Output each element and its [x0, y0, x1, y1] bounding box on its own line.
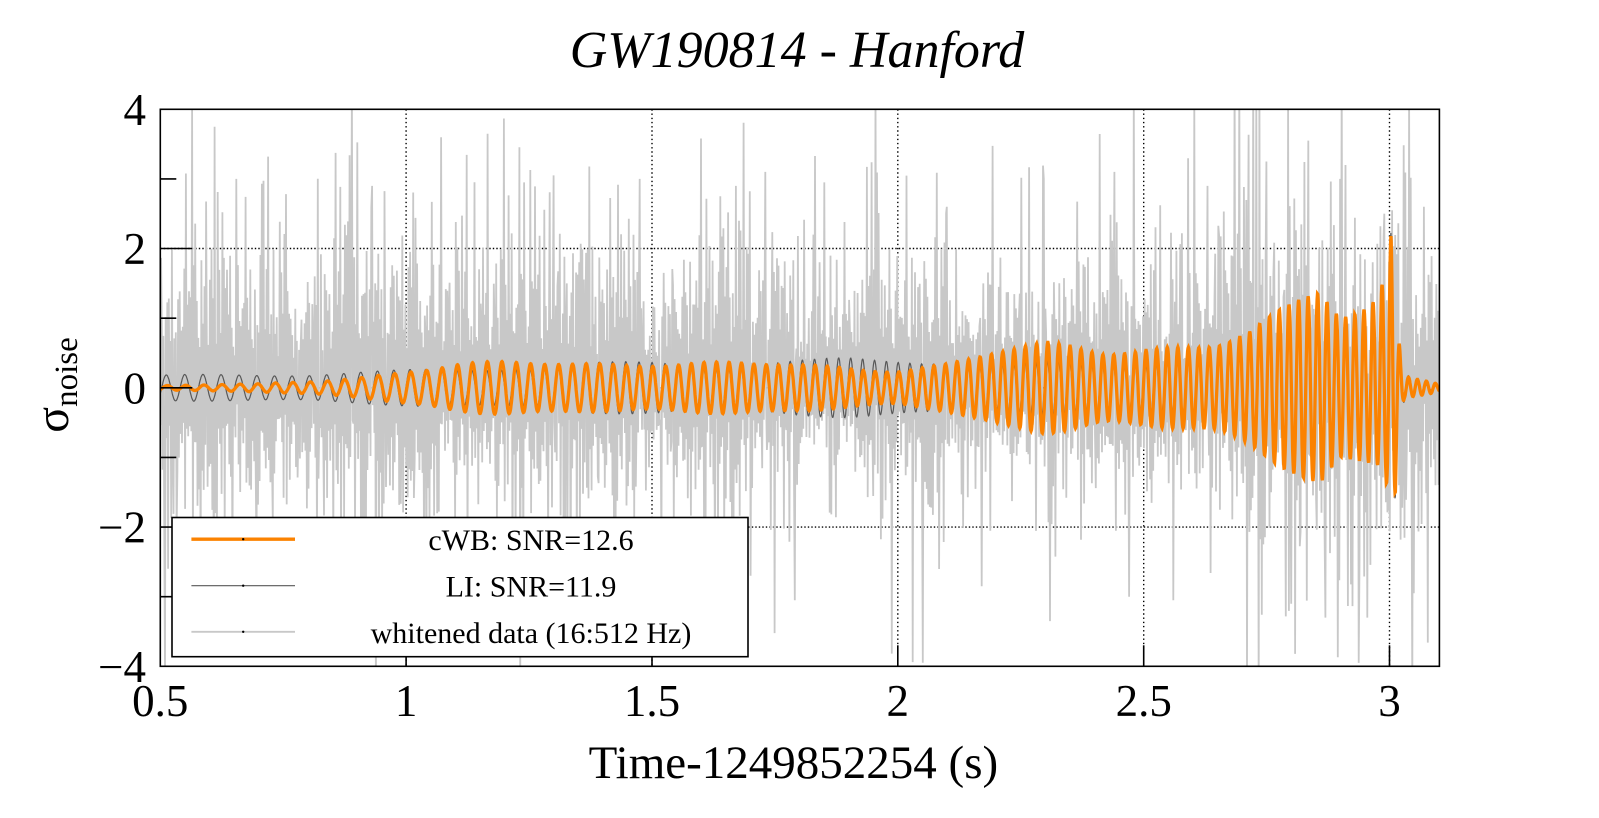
svg-text:2: 2 — [124, 224, 147, 274]
svg-text:whitened data (16:512 Hz): whitened data (16:512 Hz) — [371, 617, 692, 650]
svg-text:Time-1249852254 (s): Time-1249852254 (s) — [589, 737, 999, 789]
svg-text:0.5: 0.5 — [132, 676, 188, 726]
svg-text:4: 4 — [124, 85, 147, 135]
svg-text:−4: −4 — [98, 642, 146, 692]
svg-text:1.5: 1.5 — [624, 676, 680, 726]
svg-text:1: 1 — [395, 676, 418, 726]
svg-text:GW190814 - Hanford: GW190814 - Hanford — [570, 22, 1025, 79]
svg-text:LI: SNR=11.9: LI: SNR=11.9 — [446, 571, 617, 604]
svg-text:0: 0 — [124, 363, 147, 413]
svg-text:cWB: SNR=12.6: cWB: SNR=12.6 — [428, 524, 633, 557]
svg-text:3: 3 — [1378, 676, 1401, 726]
svg-text:2: 2 — [887, 676, 910, 726]
svg-text:2.5: 2.5 — [1116, 676, 1172, 726]
svg-text:−2: −2 — [98, 503, 146, 553]
